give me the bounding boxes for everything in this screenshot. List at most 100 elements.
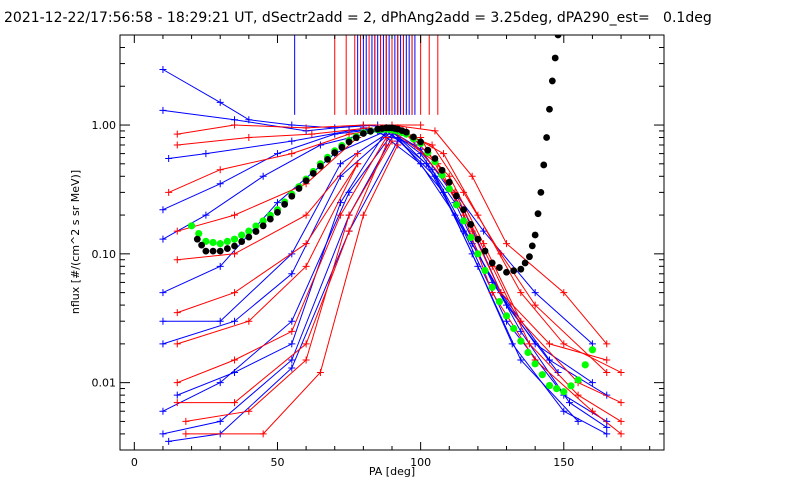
green-fit-point xyxy=(195,229,203,238)
green-fit-point xyxy=(459,217,468,225)
green-fit-point xyxy=(438,171,446,179)
red-series-line xyxy=(391,124,608,345)
blue-data-point xyxy=(273,150,281,158)
blue-data-point xyxy=(216,317,224,325)
red-data-point xyxy=(173,309,181,317)
blue-data-point xyxy=(417,160,425,168)
red-data-point xyxy=(336,211,344,219)
black-fit-point xyxy=(259,222,267,230)
blue-data-point xyxy=(288,356,296,364)
red-series-line xyxy=(391,130,607,361)
blue-data-point xyxy=(603,423,611,431)
red-data-point xyxy=(545,340,553,348)
x-axis-title: PA [deg] xyxy=(369,465,415,478)
black-fit-point xyxy=(531,231,539,239)
black-fit-point xyxy=(548,77,556,85)
red-data-point xyxy=(302,240,310,248)
green-fit-point xyxy=(209,238,217,247)
blue-data-point xyxy=(159,235,167,243)
red-data-point xyxy=(560,289,568,297)
blue-data-point xyxy=(545,356,553,364)
red-data-point xyxy=(245,134,253,142)
black-fit-point xyxy=(231,242,238,250)
red-data-point xyxy=(245,407,253,415)
blue-data-point xyxy=(173,391,181,399)
black-fit-point xyxy=(438,166,446,174)
red-data-point xyxy=(345,130,353,138)
black-fit-point xyxy=(526,253,533,261)
red-series-line xyxy=(177,127,370,146)
blue-data-point xyxy=(574,417,582,425)
black-fit-point xyxy=(453,192,460,200)
green-fit-point xyxy=(517,337,525,345)
red-series-line xyxy=(177,163,359,314)
red-data-point xyxy=(302,356,310,364)
red-data-point xyxy=(531,301,539,309)
red-series-line xyxy=(177,163,359,345)
blue-series-line xyxy=(391,130,607,428)
red-data-point xyxy=(173,256,181,264)
red-data-point xyxy=(525,340,533,348)
blue-data-point xyxy=(159,206,167,214)
blue-data-point xyxy=(216,262,224,270)
blue-data-point xyxy=(216,417,224,425)
blue-series-line xyxy=(162,133,387,322)
red-data-point xyxy=(617,368,625,376)
black-fit-point xyxy=(245,233,253,241)
red-data-point xyxy=(345,211,353,219)
black-fit-point xyxy=(417,138,425,146)
black-fit-point xyxy=(503,268,510,276)
blue-data-point xyxy=(273,199,281,207)
black-fit-point xyxy=(495,264,503,271)
green-fit-point xyxy=(452,201,461,209)
red-data-point xyxy=(302,340,310,348)
green-fit-point xyxy=(560,388,568,396)
red-data-point xyxy=(173,130,181,138)
red-series-line xyxy=(177,153,358,261)
black-fit-point xyxy=(481,247,489,255)
black-fit-point xyxy=(295,185,303,192)
red-data-point xyxy=(617,399,625,407)
red-data-point xyxy=(445,172,453,180)
black-fit-point xyxy=(202,247,210,255)
black-fit-point xyxy=(521,259,529,267)
blue-data-point xyxy=(474,262,482,270)
red-data-point xyxy=(173,399,181,407)
red-data-point xyxy=(308,130,316,138)
black-fit-point xyxy=(302,177,310,185)
red-data-point xyxy=(231,356,239,364)
green-fit-point xyxy=(245,227,253,235)
blue-data-point xyxy=(259,172,267,180)
black-fit-point xyxy=(352,134,360,142)
red-data-point xyxy=(359,211,367,219)
blue-data-point xyxy=(288,270,296,278)
x-tick-label: 100 xyxy=(410,456,431,469)
black-fit-point xyxy=(424,146,432,154)
x-tick-label: 0 xyxy=(131,456,138,469)
red-data-point xyxy=(460,188,468,196)
red-data-point xyxy=(245,317,253,325)
red-data-point xyxy=(560,340,568,348)
black-fit-point xyxy=(534,210,542,218)
blue-data-point xyxy=(202,150,210,158)
green-fit-point xyxy=(445,185,453,193)
red-data-point xyxy=(503,240,511,248)
red-data-point xyxy=(468,172,476,180)
blue-data-point xyxy=(603,417,611,425)
black-fit-point xyxy=(238,238,246,245)
red-data-point xyxy=(182,417,190,425)
blue-data-point xyxy=(159,106,167,114)
black-fit-point xyxy=(402,128,410,136)
blue-series-line xyxy=(363,127,593,345)
red-data-point xyxy=(302,262,310,270)
blue-data-point xyxy=(531,289,539,297)
red-data-point xyxy=(468,227,476,235)
black-fit-point xyxy=(410,133,417,141)
blue-series-line xyxy=(391,133,607,435)
black-fit-point xyxy=(537,188,545,196)
blue-data-point xyxy=(159,340,167,348)
blue-data-point xyxy=(159,407,167,415)
red-data-point xyxy=(388,137,396,145)
red-data-point xyxy=(302,124,310,132)
blue-data-point xyxy=(588,379,596,387)
